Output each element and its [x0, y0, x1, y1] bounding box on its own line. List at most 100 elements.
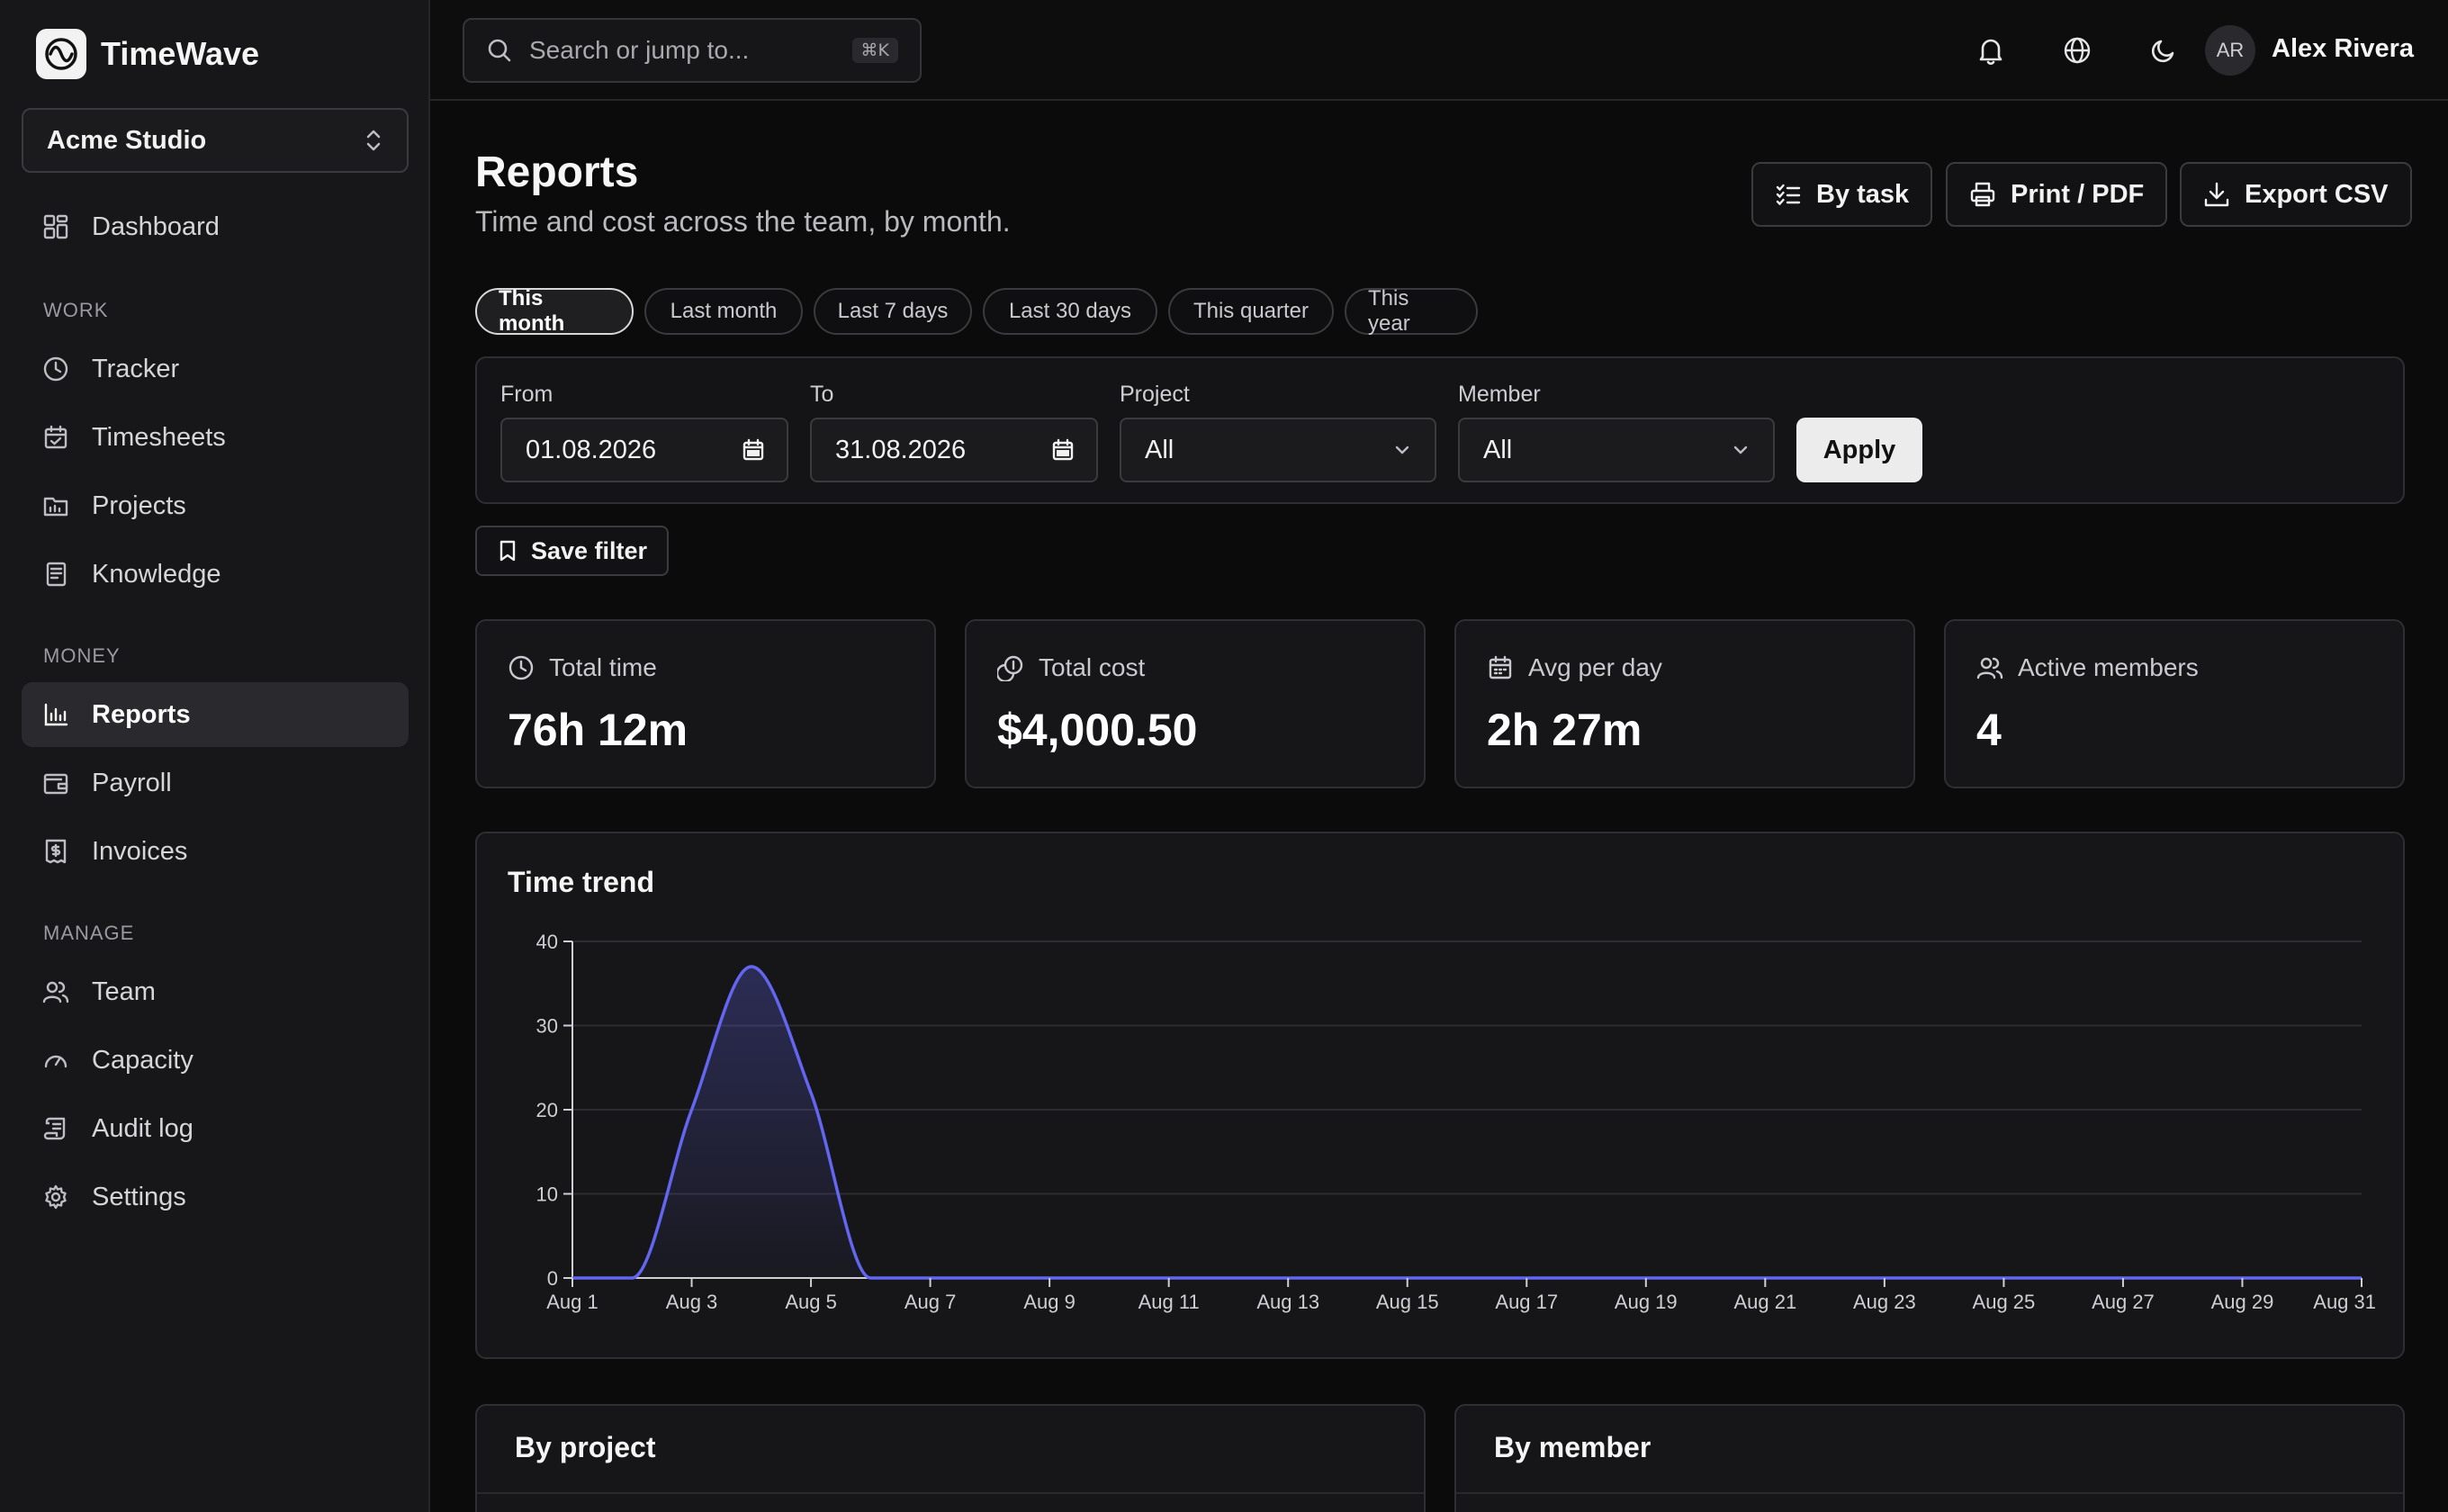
chevron-down-icon — [1391, 439, 1413, 461]
bookmark-icon — [497, 539, 518, 562]
section-label-work: WORK — [43, 299, 109, 321]
x-tick-label: Aug 15 — [1376, 1291, 1439, 1313]
search-placeholder: Search or jump to... — [529, 36, 750, 64]
x-tick-label: Aug 27 — [2092, 1291, 2155, 1313]
sidebar-item-timesheets[interactable]: Timesheets — [22, 405, 409, 470]
search-icon — [486, 37, 513, 64]
by-project-card: By project — [475, 1404, 1426, 1512]
export-csv-button[interactable]: Export CSV — [2180, 162, 2412, 227]
stat-label: Avg per day — [1528, 653, 1662, 681]
brand[interactable]: TimeWave — [36, 29, 259, 79]
x-tick-label: Aug 13 — [1256, 1291, 1319, 1313]
x-tick-label: Aug 5 — [785, 1291, 837, 1313]
search-input[interactable]: Search or jump to... ⌘K — [463, 18, 922, 83]
divider — [477, 1492, 1424, 1494]
sidebar-item-knowledge[interactable]: Knowledge — [22, 542, 409, 607]
y-tick-label: 40 — [536, 931, 558, 953]
sidebar-item-label: Payroll — [92, 768, 172, 797]
sidebar-item-team[interactable]: Team — [22, 959, 409, 1024]
download-icon — [2203, 181, 2230, 208]
theme-toggle-button[interactable] — [2138, 25, 2189, 76]
book-icon — [41, 560, 70, 589]
x-tick-label: Aug 1 — [546, 1291, 598, 1313]
apply-button[interactable]: Apply — [1796, 418, 1922, 482]
sidebar-item-tracker[interactable]: Tracker — [22, 337, 409, 401]
stat-value: 4 — [1976, 705, 2002, 755]
chart-title: Time trend — [508, 866, 654, 898]
time-trend-card: Time trend 0 10 20 30 40 Aug 1 Aug 3 Aug 5 Aug 7… — [475, 832, 2405, 1359]
x-tick-label: Aug 23 — [1853, 1291, 1916, 1313]
range-last-month[interactable]: Last month — [644, 288, 803, 335]
folder-icon — [41, 491, 70, 520]
range-last-30-days[interactable]: Last 30 days — [983, 288, 1157, 335]
avatar[interactable]: AR — [2205, 25, 2255, 76]
sidebar-item-reports[interactable]: Reports — [22, 682, 409, 747]
clock-icon — [41, 355, 70, 383]
sidebar-item-label: Settings — [92, 1182, 186, 1211]
sidebar-item-payroll[interactable]: Payroll — [22, 751, 409, 815]
sidebar: TimeWave Acme Studio Dashboard WORK Trac… — [0, 0, 430, 1512]
sidebar-item-label: Reports — [92, 699, 191, 729]
calendar-icon — [1487, 654, 1514, 681]
topbar: Search or jump to... ⌘K AR Alex Rivera — [430, 0, 2448, 101]
receipt-icon — [41, 837, 70, 866]
x-tick-label: Aug 17 — [1495, 1291, 1558, 1313]
timewave-logo-icon — [36, 29, 86, 79]
print-pdf-button[interactable]: Print / PDF — [1946, 162, 2168, 227]
sidebar-item-settings[interactable]: Settings — [22, 1165, 409, 1229]
stat-value: $4,000.50 — [997, 705, 1198, 755]
project-select[interactable]: All — [1120, 418, 1436, 482]
section-label-money: MONEY — [43, 644, 121, 667]
globe-icon — [2062, 35, 2092, 66]
from-date-value: 01.08.2026 — [526, 435, 657, 464]
sidebar-item-projects[interactable]: Projects — [22, 473, 409, 538]
chevron-down-icon — [1730, 439, 1751, 461]
stat-label-row: Avg per day — [1487, 653, 1662, 682]
sidebar-item-dashboard[interactable]: Dashboard — [22, 194, 409, 259]
stat-label-row: Total cost — [997, 653, 1145, 682]
by-member-card: By member — [1454, 1404, 2405, 1512]
save-filter-button[interactable]: Save filter — [475, 526, 670, 576]
range-last-7-days[interactable]: Last 7 days — [814, 288, 972, 335]
member-select[interactable]: All — [1458, 418, 1775, 482]
page-subtitle: Time and cost across the team, by month. — [475, 205, 1011, 238]
x-tick-label: Aug 3 — [666, 1291, 718, 1313]
page-title: Reports — [475, 148, 639, 196]
to-date-value: 31.08.2026 — [835, 435, 967, 464]
y-tick-label: 20 — [536, 1099, 558, 1121]
by-task-button[interactable]: By task — [1751, 162, 1933, 227]
sidebar-item-capacity[interactable]: Capacity — [22, 1028, 409, 1093]
by-task-label: By task — [1816, 179, 1910, 209]
range-this-month[interactable]: This month — [475, 286, 634, 336]
range-this-year[interactable]: This year — [1345, 286, 1478, 336]
card-title: By member — [1494, 1431, 1652, 1463]
notifications-button[interactable] — [1966, 25, 2016, 76]
x-tick-label: Aug 25 — [1973, 1291, 2036, 1313]
users-icon — [1976, 654, 2003, 681]
shortcut-hint: ⌘K — [851, 38, 898, 63]
language-button[interactable] — [2052, 25, 2102, 76]
stat-label: Total cost — [1039, 653, 1146, 681]
sidebar-item-audit-log[interactable]: Audit log — [22, 1096, 409, 1161]
workspace-switcher[interactable]: Acme Studio — [22, 108, 409, 173]
sidebar-item-invoices[interactable]: Invoices — [22, 819, 409, 884]
from-date-field[interactable]: 01.08.2026 — [500, 418, 788, 482]
list-check-icon — [1775, 181, 1802, 208]
sidebar-item-label: Timesheets — [92, 422, 226, 452]
calendar-check-icon — [41, 423, 70, 452]
sidebar-item-label: Knowledge — [92, 559, 221, 589]
x-tick-label: Aug 21 — [1733, 1291, 1796, 1313]
y-tick-label: 30 — [536, 1015, 558, 1038]
user-name[interactable]: Alex Rivera — [2272, 34, 2414, 63]
dashboard-icon — [41, 212, 70, 241]
x-tick-label: Aug 31 — [2313, 1291, 2376, 1313]
range-this-quarter[interactable]: This quarter — [1168, 288, 1334, 335]
stat-label: Total time — [549, 653, 657, 681]
to-date-field[interactable]: 31.08.2026 — [810, 418, 1098, 482]
users-icon — [41, 977, 70, 1006]
save-filter-label: Save filter — [531, 536, 648, 564]
sidebar-item-label: Invoices — [92, 836, 188, 866]
stat-label-row: Active members — [1976, 653, 2199, 682]
time-trend-chart: 0 10 20 30 40 Aug 1 Aug 3 Aug 5 Aug 7 Aug 9 Aug 11… — [536, 931, 2376, 1313]
workspace-name: Acme Studio — [47, 125, 207, 155]
